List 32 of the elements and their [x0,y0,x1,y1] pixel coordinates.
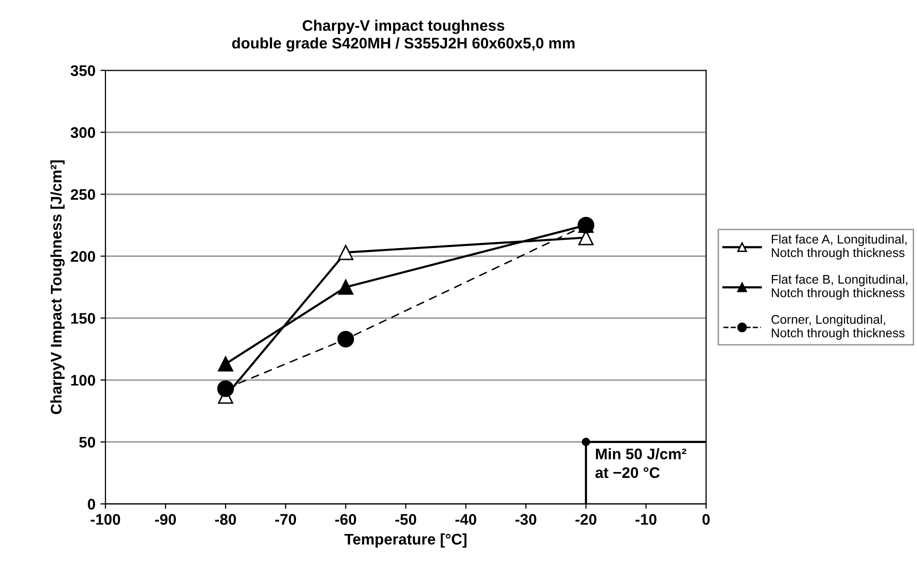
legend-label: Corner, Longitudinal, Notch through thickness [771,314,904,340]
x-tick-label: -10 [636,514,656,525]
y-tick-label: 250 [70,189,96,200]
y-tick-label: 350 [70,65,96,76]
point [338,279,354,295]
y-tick-label: 100 [71,374,96,386]
x-tick-label: -50 [395,514,416,525]
chart-subtitle: double grade S420MH / S355J2H 60x60x5,0 mm [232,37,575,52]
chart-title: Charpy-V impact toughness [302,20,504,34]
legend-label: Flat face A, Longitudinal, Notch through thickness [772,234,907,260]
x-axis-title: Temperature [°C] [344,533,466,548]
x-tick-label: -30 [515,514,536,525]
y-tick-label: 300 [70,127,96,138]
legend-label: Flat face B, Longitudinal, Notch through thickness [772,274,908,300]
y-tick-label: 200 [70,251,96,262]
x-tick-label: -80 [215,514,236,525]
x-tick-label: -100 [90,514,120,525]
x-tick-label: -60 [335,514,356,525]
x-tick-label: -90 [155,514,176,525]
x-tick-label: -40 [455,514,476,525]
annotation: Min 50 J/cm² at −20 °C [595,448,686,478]
y-tick-label: 150 [71,312,96,324]
x-tick-label: 0 [702,514,710,525]
point [217,380,234,398]
point [337,330,354,348]
point [338,244,354,260]
x-tick-label: -20 [576,514,596,525]
y-axis-title: CharpyV Impact Toughness [J/cm²] [50,160,65,414]
y-tick-label: 50 [79,436,96,448]
point [218,356,234,372]
y-tick-label: 0 [88,498,96,510]
x-tick-label: -70 [275,514,296,525]
